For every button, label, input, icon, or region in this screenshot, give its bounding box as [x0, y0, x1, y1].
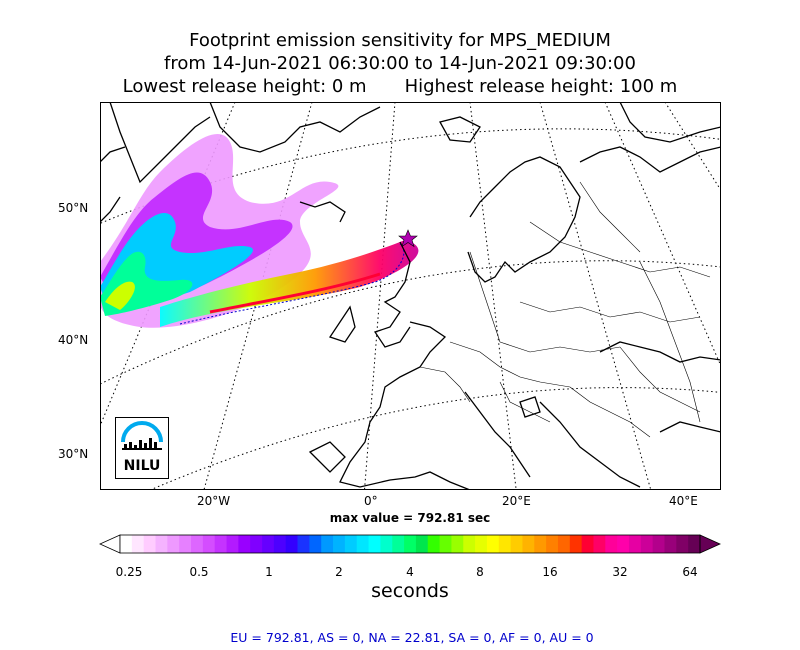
graticule [100, 102, 721, 490]
colorbar-swatch [415, 535, 429, 553]
colorbar-tick-6: 16 [542, 565, 558, 579]
lon-label-0: 0° [364, 494, 378, 508]
lat-label-40n: 40°N [58, 333, 89, 347]
region-stats: EU = 792.81, AS = 0, NA = 22.81, SA = 0,… [230, 630, 594, 645]
colorbar-swatch [534, 535, 547, 553]
colorbar-min-extension [99, 534, 121, 554]
colorbar-swatch [451, 535, 464, 553]
highest-release-height: Highest release height: 100 m [404, 76, 678, 97]
title-line-1: Footprint emission sensitivity for MPS_M… [189, 30, 611, 51]
colorbar-swatch [155, 535, 168, 553]
colorbar-swatch [120, 535, 133, 553]
colorbar-swatch [309, 535, 322, 553]
colorbar-swatch [226, 535, 239, 553]
colorbar-swatch [333, 535, 346, 553]
colorbar-swatch [498, 535, 512, 553]
colorbar-swatch [273, 535, 287, 553]
colorbar-swatch [652, 535, 665, 553]
colorbar-swatch [238, 535, 251, 553]
colorbar-swatch [285, 535, 298, 553]
colorbar-swatch [321, 535, 334, 553]
release-site-star-icon [398, 229, 418, 248]
colorbar-swatch [569, 535, 583, 553]
colorbar-tick-8: 64 [682, 565, 698, 579]
colorbar-swatch [380, 535, 393, 553]
colorbar-swatch [593, 535, 606, 553]
colorbar-swatch [486, 535, 500, 553]
colorbar-label: seconds [371, 580, 449, 602]
colorbar-frame [119, 534, 701, 554]
nilu-logo-text: NILU [123, 458, 161, 474]
nilu-logo: NILU [115, 417, 169, 479]
colorbar-swatch [427, 535, 440, 553]
map-panel [100, 102, 721, 490]
colorbar-tick-2: 1 [265, 565, 273, 579]
colorbar-swatch [368, 535, 381, 553]
colorbar-tick-4: 4 [406, 565, 414, 579]
colorbar-tick-7: 32 [612, 565, 628, 579]
colorbar-swatch [297, 535, 310, 553]
lon-label-20e: 20°E [502, 494, 531, 508]
colorbar-swatch [581, 535, 594, 553]
colorbar-swatch [356, 535, 369, 553]
colorbar-swatch [214, 535, 227, 553]
colorbar-swatch [463, 535, 476, 553]
country-borders [419, 181, 711, 438]
colorbar-swatch [262, 535, 275, 553]
colorbar-swatch [143, 535, 156, 553]
colorbar-tick-3: 2 [335, 565, 343, 579]
colorbar-tick-1: 0.5 [189, 565, 209, 579]
colorbar-swatch [676, 535, 689, 553]
lon-label-20w: 20°W [197, 494, 231, 508]
colorbar-max-extension [699, 534, 721, 554]
lat-label-50n: 50°N [58, 201, 89, 215]
colorbar [99, 534, 721, 554]
colorbar-swatch [688, 535, 701, 553]
nilu-logo-icon [121, 421, 163, 450]
colorbar-swatch [640, 535, 654, 553]
title-line-3: Lowest release height: 0 m Highest releas… [0, 76, 800, 98]
colorbar-swatch [557, 535, 571, 553]
colorbar-swatch [522, 535, 535, 553]
colorbar-swatch [617, 535, 630, 553]
colorbar-swatch [179, 535, 192, 553]
colorbar-swatch [392, 535, 405, 553]
colorbar-swatch [404, 535, 417, 553]
lat-label-30n: 30°N [58, 447, 89, 461]
colorbar-swatch [202, 535, 216, 553]
colorbar-swatch [628, 535, 642, 553]
colorbar-swatch [191, 535, 204, 553]
colorbar-swatch [344, 535, 358, 553]
colorbar-swatch [605, 535, 618, 553]
colorbar-swatch [664, 535, 677, 553]
colorbar-swatch [475, 535, 488, 553]
colorbar-tick-5: 8 [476, 565, 484, 579]
lon-label-40e: 40°E [669, 494, 698, 508]
map-frame [100, 102, 721, 490]
colorbar-swatch [510, 535, 523, 553]
emission-plume [100, 133, 419, 328]
max-value-label: max value = 792.81 sec [329, 511, 491, 525]
colorbar-swatch [439, 535, 452, 553]
colorbar-tick-0: 0.25 [115, 565, 143, 579]
colorbar-swatch [546, 535, 559, 553]
colorbar-swatch [167, 535, 180, 553]
colorbar-swatch [250, 535, 263, 553]
lowest-release-height: Lowest release height: 0 m [122, 76, 367, 97]
coastlines [100, 102, 721, 490]
title-line-2: from 14-Jun-2021 06:30:00 to 14-Jun-2021… [164, 53, 636, 74]
colorbar-swatch [131, 535, 145, 553]
